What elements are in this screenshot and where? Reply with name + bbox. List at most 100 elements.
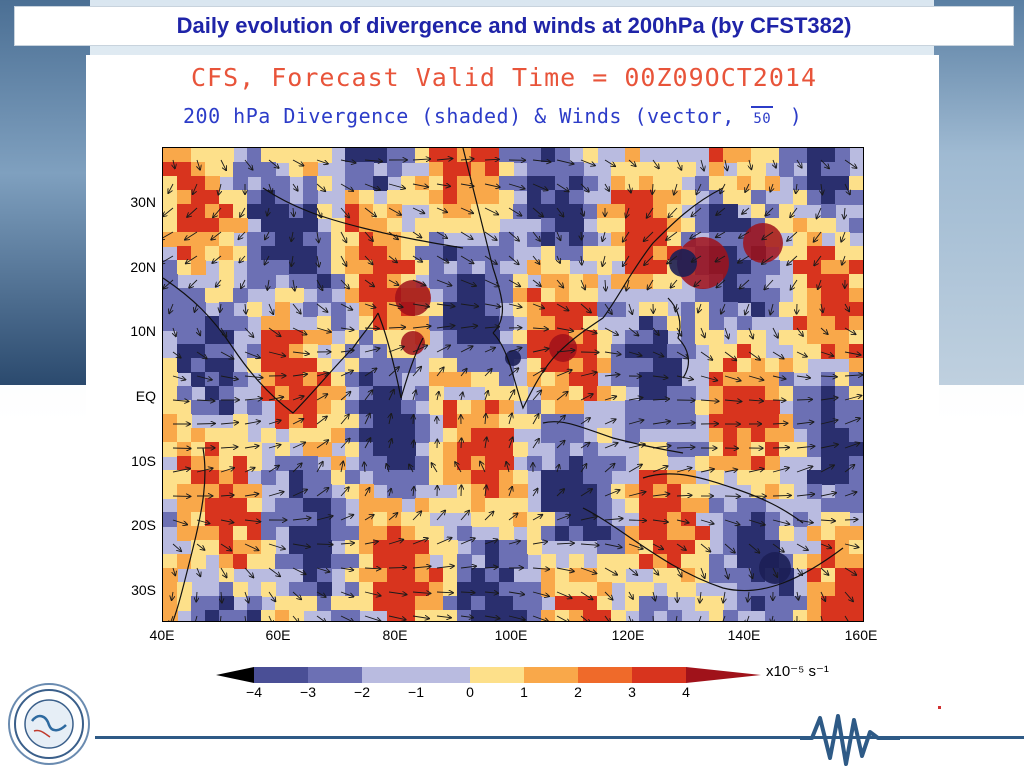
divergence-cell [569, 428, 584, 443]
divergence-cell [191, 330, 206, 345]
divergence-cell [303, 470, 318, 485]
divergence-cell [513, 288, 528, 303]
divergence-cell [835, 330, 850, 345]
wind-vector [291, 255, 293, 266]
divergence-cell [289, 414, 304, 429]
wind-vector [268, 615, 273, 621]
wind-vector [748, 591, 749, 602]
colorbar-segment [578, 667, 632, 683]
divergence-cell [401, 582, 416, 597]
divergence-cell [821, 148, 836, 163]
wind-vector [580, 418, 590, 425]
wind-vector [163, 279, 174, 289]
wind-vector [317, 255, 319, 267]
divergence-cell [457, 176, 472, 191]
divergence-cell [555, 498, 570, 513]
divergence-cell [163, 204, 178, 219]
wind-vector [388, 513, 397, 521]
divergence-cell [667, 512, 682, 527]
divergence-cell [317, 470, 332, 485]
divergence-cell [457, 554, 472, 569]
wind-vector [700, 519, 714, 524]
divergence-cell [275, 498, 290, 513]
divergence-cell [849, 372, 863, 387]
wind-vector [484, 159, 499, 160]
wind-vector [602, 255, 605, 266]
wind-vector [653, 591, 655, 601]
wind-vector [412, 255, 422, 262]
divergence-cell [401, 148, 416, 163]
divergence-cell [835, 316, 850, 331]
divergence-cell [471, 400, 486, 415]
wind-vector [748, 543, 759, 553]
divergence-cell [723, 442, 738, 457]
divergence-cell [429, 596, 444, 611]
divergence-cell [359, 190, 374, 205]
divergence-cell [723, 512, 738, 527]
divergence-cell [807, 288, 822, 303]
divergence-cell [345, 442, 360, 457]
divergence-cell [303, 204, 318, 219]
divergence-cell [583, 596, 598, 611]
divergence-cell [737, 330, 752, 345]
divergence-cell [471, 414, 486, 429]
divergence-cell [219, 162, 234, 177]
divergence-cell [793, 414, 808, 429]
divergence-cell [177, 204, 192, 219]
wind-vector [791, 279, 798, 290]
wind-vector [267, 207, 269, 216]
divergence-cell [387, 498, 402, 513]
divergence-cell [835, 190, 850, 205]
wind-vector [239, 255, 246, 263]
wind-vector [787, 231, 798, 241]
divergence-cell [443, 274, 458, 289]
wind-vector [820, 543, 831, 548]
divergence-cell [779, 330, 794, 345]
divergence-cell [611, 162, 626, 177]
divergence-cell [751, 386, 766, 401]
divergence-cell [219, 568, 234, 583]
wind-vector [772, 376, 786, 379]
divergence-cell [499, 568, 514, 583]
divergence-cell [303, 568, 318, 583]
wind-vector [721, 303, 726, 314]
wind-vector [412, 592, 431, 593]
wind-vector [532, 542, 547, 544]
divergence-cell [205, 162, 220, 177]
divergence-cell [261, 470, 276, 485]
divergence-cell [849, 358, 863, 373]
wind-vector [556, 543, 574, 544]
wind-vector [772, 351, 784, 359]
divergence-cell [765, 288, 780, 303]
divergence-cell [415, 260, 430, 275]
divergence-cell [233, 288, 248, 303]
divergence-cell [667, 372, 682, 387]
divergence-cell [177, 246, 192, 261]
divergence-maximum [401, 331, 425, 355]
divergence-cell [261, 512, 276, 527]
divergence-cell [597, 568, 612, 583]
divergence-cell [443, 246, 458, 261]
wind-vector [676, 447, 694, 448]
divergence-cell [835, 344, 850, 359]
divergence-cell [737, 470, 752, 485]
wind-vector [556, 327, 573, 331]
wind-vector [388, 540, 403, 545]
divergence-cell [233, 442, 248, 457]
divergence-cell [849, 540, 863, 555]
divergence-cell [485, 442, 500, 457]
divergence-cell [373, 246, 388, 261]
divergence-cell [779, 302, 794, 317]
divergence-cell [345, 358, 360, 373]
divergence-cell [751, 596, 766, 611]
wind-vector [532, 515, 542, 521]
divergence-cell [527, 288, 542, 303]
divergence-cell [765, 260, 780, 275]
divergence-cell [275, 316, 290, 331]
divergence-cell [345, 526, 360, 541]
divergence-cell [821, 176, 836, 191]
divergence-cell [359, 232, 374, 247]
divergence-cell [569, 302, 584, 317]
wind-vector [820, 465, 834, 473]
divergence-cell [639, 162, 654, 177]
